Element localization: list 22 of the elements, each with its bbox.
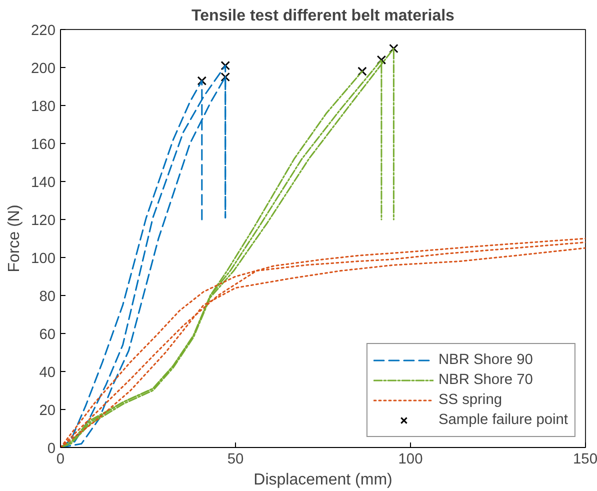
- chart-title: Tensile test different belt materials: [192, 8, 455, 24]
- x-tick-label: 100: [398, 452, 423, 468]
- legend-label: NBR Shore 70: [438, 372, 533, 388]
- y-tick-label: 40: [39, 365, 56, 381]
- y-tick-label: 80: [39, 289, 56, 305]
- y-tick-label: 180: [31, 99, 56, 115]
- y-tick-label: 20: [39, 403, 56, 419]
- y-tick-label: 140: [31, 175, 56, 191]
- y-tick-label: 60: [39, 327, 56, 343]
- y-tick-label: 200: [31, 61, 56, 77]
- legend-label: Sample failure point: [438, 412, 568, 428]
- y-tick-label: 120: [31, 213, 56, 229]
- x-tick-label: 150: [573, 452, 597, 468]
- y-axis-title: Force (N): [6, 204, 24, 272]
- legend-label: SS spring: [438, 392, 502, 408]
- y-tick-label: 0: [47, 441, 56, 457]
- y-tick-label: 100: [31, 251, 56, 267]
- legend-label: NBR Shore 90: [438, 352, 533, 368]
- y-tick-label: 220: [31, 23, 56, 39]
- y-tick-label: 160: [31, 137, 56, 153]
- x-tick-label: 50: [227, 452, 244, 468]
- x-axis-title: Displacement (mm): [254, 472, 392, 488]
